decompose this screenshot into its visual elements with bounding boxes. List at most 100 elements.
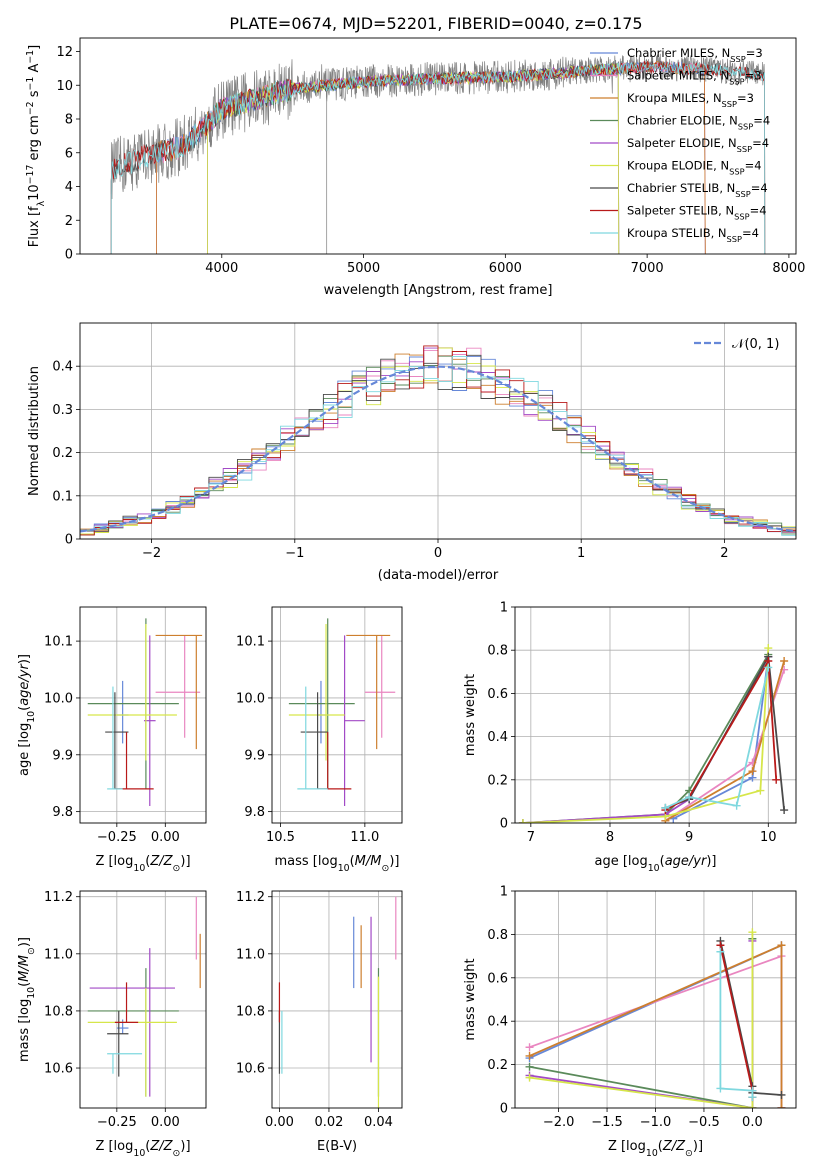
mass-vs-z-panel: −0.25 0.00 10.6 10.8 11.0 11.2 Z [log10(Z/Z⊙)]… [17, 890, 207, 1159]
weight-line [529, 932, 754, 1108]
spectrum-model-line [156, 60, 706, 254]
mass_vs_ebv-frame [271, 890, 403, 1109]
residuals-plot-area [80, 345, 796, 538]
mass_vs_ebv-xlabel: E(B-V) [317, 1139, 357, 1154]
weight-marker [780, 657, 789, 665]
mass_vs_z-frame [79, 890, 207, 1109]
residuals-frame [79, 322, 797, 540]
age_vs_z-xtick-label: 0.00 [151, 830, 180, 845]
residuals-xtick-label: 1 [577, 546, 585, 561]
weight-vs-z-panel: −2.0 −1.5 −1.0 −0.5 0.0 0 0.2 0.4 0.6 0.8 1 Z [log1… [463, 885, 797, 1159]
mass_vs_z-ytick-label: 11.2 [44, 890, 73, 905]
weight_vs_z-xtick-label: −1.5 [591, 1115, 623, 1130]
weight_vs_age-ytick-label: 0.4 [487, 730, 508, 745]
age_vs_mass-xtick-label: 10.5 [266, 830, 295, 845]
spectrum-ytick-label: 2 [65, 214, 73, 229]
spectrum-plot-area [110, 53, 766, 254]
age_vs_mass-plot-area [288, 618, 396, 806]
mass_vs_z-xtick-label: 0.00 [151, 1115, 180, 1130]
age_vs_mass-ytick-label: 10.1 [236, 635, 265, 650]
weight_vs_age-xtick-label: 7 [527, 830, 535, 845]
weight_vs_z-ytick-label: 0.8 [487, 928, 508, 943]
weight_vs_age-grid [515, 606, 796, 824]
legend-label: Kroupa MILES, NSSP=3 [627, 91, 754, 109]
weight_vs_age-xtick-label: 9 [685, 830, 693, 845]
age_vs_mass-ytick-label: 9.8 [244, 805, 265, 820]
weight-marker [756, 786, 765, 795]
weight-marker [777, 1104, 786, 1108]
spectrum-xtick-label: 7000 [631, 261, 664, 276]
weight-marker [748, 1104, 757, 1108]
age_vs_mass-ytick-label: 9.9 [244, 748, 265, 763]
age_vs_z-frame [79, 606, 207, 824]
legend-label: Chabrier STELIB, NSSP=4 [627, 181, 768, 199]
weight-marker [764, 663, 773, 672]
residuals-xtick-label: 2 [720, 546, 728, 561]
weight_vs_age-frame [514, 606, 797, 824]
mass_vs_ebv-xtick-label: 0.02 [314, 1115, 343, 1130]
weight_vs_age-ylabel: mass weight [463, 674, 478, 756]
weight_vs_z-ytick-label: 0.6 [487, 971, 508, 986]
weight-marker [525, 1043, 534, 1052]
mass_vs_z-ylabel: mass [log10(M/M⊙)] [17, 937, 37, 1062]
weight-marker [685, 793, 694, 802]
mass_vs_z-ytick-label: 10.6 [44, 1062, 73, 1077]
spectrum-xtick-label: 8000 [772, 261, 805, 276]
weight-marker [525, 1062, 534, 1071]
age-vs-mass-panel: 10.5 11.0 9.8 9.9 10.0 10.1 mass [log10(M/M⊙)] [236, 606, 403, 874]
residuals-xtick-label: −2 [142, 546, 161, 561]
residuals-xtick-label: 0 [434, 546, 442, 561]
legend-label: Kroupa STELIB, NSSP=4 [627, 226, 759, 244]
normal-curve [80, 365, 794, 533]
weight-marker [777, 941, 786, 950]
figure-title: PLATE=0674, MJD=52201, FIBERID=0040, z=0… [229, 14, 642, 33]
spectrum-model-line [110, 61, 766, 254]
spectrum-ylabel: Flux [fλ10−17 erg cm−2 s−1 A−1] [25, 45, 47, 247]
residuals-legend: 𝒩(0, 1) [694, 337, 779, 352]
weight_vs_z-ytick-label: 0.4 [487, 1015, 508, 1030]
residuals-ytick-label: 0.1 [52, 489, 73, 504]
weight-marker [716, 947, 725, 956]
mass-vs-ebv-panel: 0.00 0.02 0.04 10.6 10.8 11.0 11.2 E(B-V) [236, 890, 403, 1154]
weight-marker [525, 1073, 534, 1082]
weight-marker [764, 644, 773, 653]
age_vs_z-plot-area [87, 618, 203, 806]
spectrum-panel: 4000 5000 6000 7000 8000 0 2 4 6 8 10 12 wavelength … [25, 37, 805, 298]
spectrum-ytick-label: 6 [65, 146, 73, 161]
mass_vs_ebv-plot-area [278, 896, 397, 1108]
spectrum-ytick-label: 8 [65, 113, 73, 128]
weight-marker [732, 801, 741, 810]
age_vs_z-xlabel: Z [log10(Z/Z⊙)] [95, 854, 190, 874]
weight-line [719, 940, 782, 1096]
weight-marker [780, 806, 789, 815]
mass_vs_ebv-ytick-label: 11.2 [236, 890, 265, 905]
age_vs_mass-grid [272, 607, 402, 823]
weight_vs_z-grid [515, 890, 796, 1109]
mass_vs_ebv-ytick-label: 10.8 [236, 1004, 265, 1019]
spectrum-model-line [110, 60, 766, 254]
weight_vs_z-ytick-label: 0.2 [487, 1058, 508, 1073]
spectrum-ytick-label: 12 [56, 45, 73, 60]
mass_vs_ebv-xtick-label: 0.00 [265, 1115, 294, 1130]
weight-marker [525, 1051, 534, 1060]
spectrum-legend: Chabrier MILES, NSSP=3 Salpeter MILES, NS… [590, 46, 770, 244]
mass_vs_z-ytick-label: 10.8 [44, 1004, 73, 1019]
weight_vs_z-xtick-label: −2.0 [543, 1115, 575, 1130]
weight-marker [777, 1090, 786, 1099]
age_vs_z-ytick-label: 10.0 [44, 691, 73, 706]
spectrum-frame [79, 37, 797, 255]
weight-marker [748, 1093, 757, 1102]
weight_vs_age-plot-area [518, 644, 789, 823]
spectrum-xtick-label: 6000 [489, 261, 522, 276]
mass_vs_z-plot-area [87, 896, 201, 1097]
weight_vs_z-ytick-label: 1 [500, 885, 508, 900]
weight-vs-age-panel: 7 8 9 10 0 0.2 0.4 0.6 0.8 1 age [log10(age/yr)] ma… [463, 601, 797, 874]
mass_vs_ebv-grid [272, 891, 402, 1108]
mass_vs_z-ytick-label: 11.0 [44, 947, 73, 962]
weight-marker [748, 928, 757, 937]
residuals-xtick-label: −1 [285, 546, 304, 561]
spectrum-xtick-label: 5000 [347, 261, 380, 276]
weight-marker [518, 819, 527, 823]
weight-marker [748, 767, 757, 776]
mass_vs_z-xtick-label: −0.25 [97, 1115, 137, 1130]
